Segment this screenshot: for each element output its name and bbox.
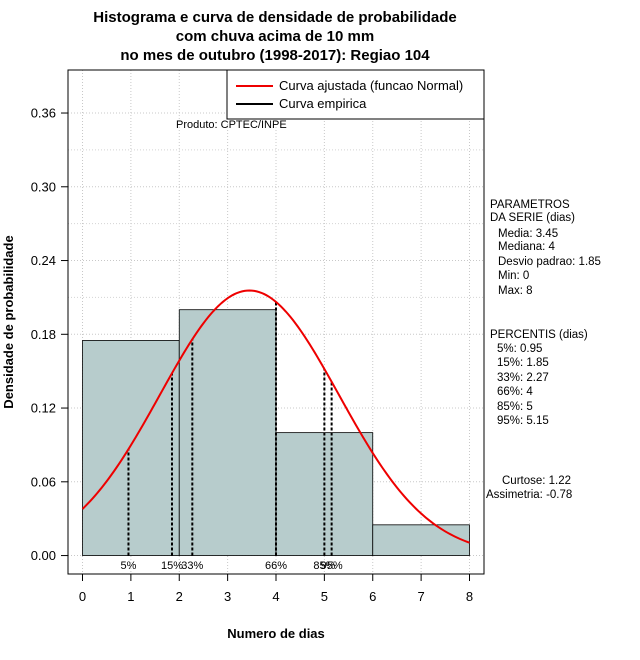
percentis-heading: PERCENTIS (dias)	[490, 329, 588, 341]
percentile-label: 66%	[265, 560, 287, 572]
x-axis: 0 1 2 3 4 5 6 7 8	[79, 573, 473, 604]
x-tick-label: 5	[321, 589, 328, 604]
legend: Curva ajustada (funcao Normal) Curva emp…	[226, 69, 485, 120]
x-tick-label: 1	[127, 589, 134, 604]
y-tick-label: 0.06	[31, 474, 56, 489]
parametros-line: Media: 3.45	[498, 228, 558, 240]
parametros-line: Max: 8	[498, 285, 533, 297]
histogram-bar	[82, 340, 180, 556]
percentis-line: 66%: 4	[497, 386, 533, 398]
percentis-line: 95%: 5.15	[497, 415, 549, 427]
chart-title-line-3: no mes de outubro (1998-2017): Regiao 10…	[120, 47, 430, 64]
x-tick-label: 6	[369, 589, 376, 604]
fitted-normal-curve	[81, 289, 470, 544]
x-tick-label: 2	[176, 589, 183, 604]
percentile-label: 5%	[121, 560, 137, 572]
skewness-text: Assimetria: -0.78	[486, 489, 572, 501]
legend-label-empirical: Curva empirica	[279, 96, 367, 111]
percentis-block: PERCENTIS (dias) 5%: 0.95 15%: 1.85 33%:…	[490, 329, 588, 427]
percentile-label: 95%	[321, 560, 343, 572]
credit-text: Produto: CPTEC/INPE	[176, 119, 287, 131]
y-tick-label: 0.30	[31, 179, 56, 194]
y-tick-label: 0.00	[31, 548, 56, 563]
histogram-bar	[372, 524, 470, 556]
y-tick-label: 0.24	[31, 253, 56, 268]
y-axis: 0.00 0.06 0.12 0.18 0.24 0.30 0.36	[31, 106, 68, 563]
y-tick-label: 0.12	[31, 401, 56, 416]
percentis-line: 85%: 5	[497, 401, 533, 413]
y-tick-label: 0.18	[31, 327, 56, 342]
histogram-bar	[178, 309, 277, 556]
percentis-line: 5%: 0.95	[497, 343, 542, 355]
percentile-lines: 5% 15%33% 66% 85%95%	[121, 301, 343, 572]
percentile-label: 33%	[181, 560, 203, 572]
parametros-line: Min: 0	[498, 270, 529, 282]
shape-stats-block: Curtose: 1.22 Assimetria: -0.78	[486, 475, 572, 501]
x-tick-label: 7	[417, 589, 424, 604]
x-tick-label: 8	[466, 589, 473, 604]
y-axis-title: Densidade de probabilidade	[1, 235, 16, 408]
chart-title-line-1: Histograma e curva de densidade de proba…	[93, 9, 456, 26]
percentile-label: 15%	[161, 560, 183, 572]
x-tick-label: 4	[272, 589, 279, 604]
parametros-line: Desvio padrao: 1.85	[498, 256, 601, 268]
kurtosis-text: Curtose: 1.22	[502, 475, 571, 487]
x-tick-label: 3	[224, 589, 231, 604]
y-tick-label: 0.36	[31, 106, 56, 121]
chart-title-line-2: com chuva acima de 10 mm	[176, 28, 374, 45]
legend-label-fitted: Curva ajustada (funcao Normal)	[279, 78, 463, 93]
parametros-heading-2: DA SERIE (dias)	[490, 212, 575, 224]
parametros-line: Mediana: 4	[498, 241, 556, 253]
x-tick-label: 0	[79, 589, 86, 604]
parametros-block: PARAMETROS DA SERIE (dias) Media: 3.45 M…	[490, 199, 601, 297]
percentis-line: 33%: 2.27	[497, 372, 549, 384]
x-axis-title: Numero de dias	[227, 626, 325, 641]
percentile-label: 85%	[313, 560, 335, 572]
legend-box	[226, 69, 485, 120]
percentis-line: 15%: 1.85	[497, 357, 549, 369]
parametros-heading-1: PARAMETROS	[490, 199, 570, 211]
